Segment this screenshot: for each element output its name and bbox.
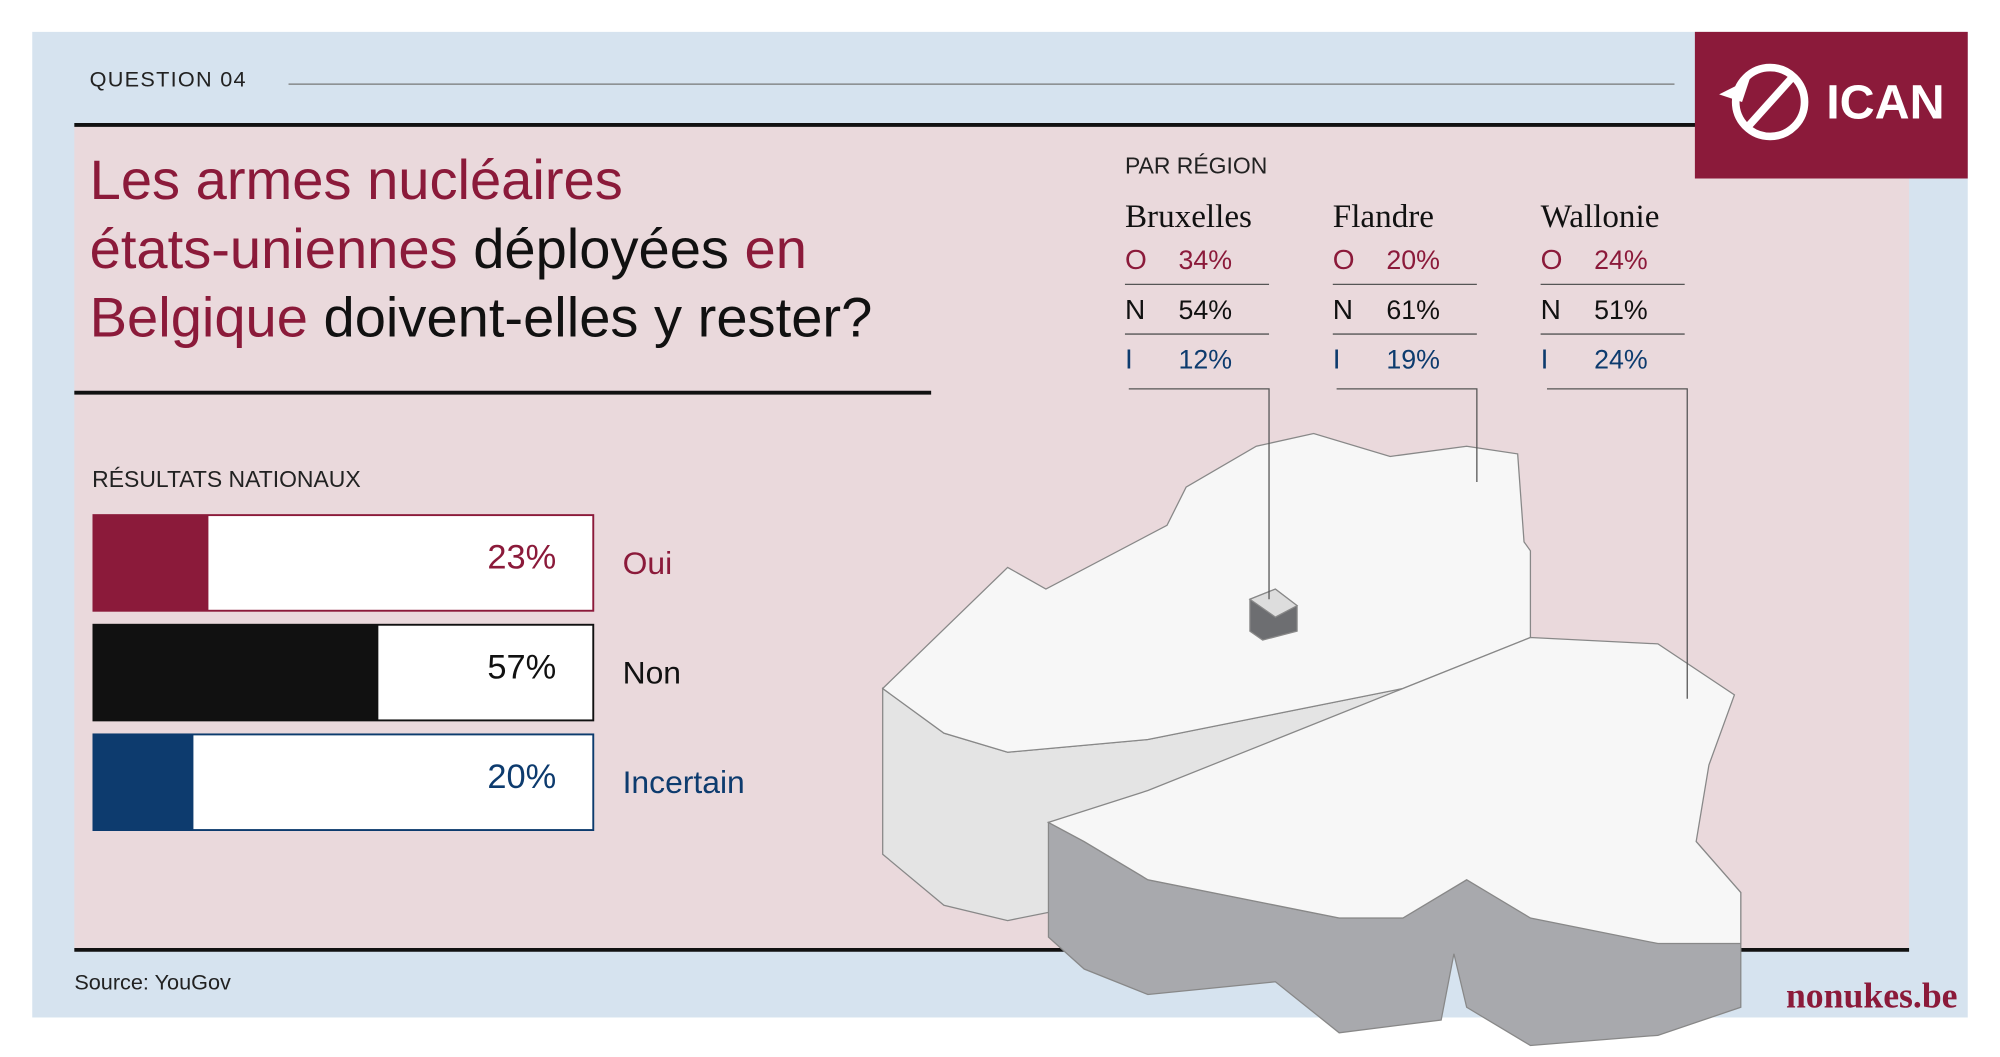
title-segment: états-uniennes (90, 217, 458, 280)
region-value: 20% (1386, 245, 1440, 275)
chart-title: RÉSULTATS NATIONAUX (92, 466, 360, 492)
bar (93, 515, 209, 611)
wallonie (1046, 636, 1742, 945)
title-segment: doivent-elles y rester? (308, 286, 872, 349)
region-code: N (1333, 294, 1353, 325)
map (881, 432, 1742, 1047)
region-code: O (1125, 244, 1147, 275)
region-value: 24% (1594, 245, 1648, 275)
region-code: I (1125, 343, 1133, 374)
website: nonukes.be (1786, 975, 1958, 1015)
region-value: 34% (1179, 245, 1233, 275)
regions: Bruxelles O 34% N 54% I 12% Flandre O 20% N 61% I 19%… (1124, 198, 1685, 374)
value-label: 20% (487, 758, 556, 796)
region-name: Bruxelles (1125, 198, 1252, 235)
region-value: 12% (1179, 344, 1233, 374)
flandre (881, 432, 1532, 753)
region-title: PAR RÉGION (1125, 152, 1267, 178)
region-code: N (1541, 294, 1561, 325)
question-label: QUESTION 04 (90, 67, 247, 92)
bruxelles-top (1248, 588, 1299, 618)
region-code: O (1541, 244, 1563, 275)
title-line: Les armes nucléaires (90, 148, 623, 211)
logo-box (1694, 31, 1968, 179)
value-label: 23% (487, 539, 556, 577)
category-label: Incertain (623, 764, 745, 800)
logo-text: ICAN (1826, 76, 1944, 130)
title-segment: déployées (458, 217, 729, 280)
region-code: I (1333, 343, 1341, 374)
region-code: N (1125, 294, 1145, 325)
title-line: Belgique doivent-elles y rester? (90, 286, 873, 349)
value-label: 57% (487, 648, 556, 686)
region-code: O (1333, 244, 1355, 275)
region-value: 51% (1594, 295, 1648, 325)
title-line: états-uniennes déployées en (90, 217, 807, 280)
region-name: Wallonie (1541, 198, 1660, 235)
source: Source: YouGov (74, 969, 231, 994)
connectors (1128, 388, 1688, 699)
title-segment: Les armes nucléaires (90, 148, 623, 211)
region-value: 54% (1179, 295, 1233, 325)
region-value: 61% (1386, 295, 1440, 325)
category-label: Non (623, 654, 681, 690)
bar-chart: 23% Oui 57% Non 20% Incertain (92, 514, 745, 832)
logo-icon (1719, 63, 1809, 141)
bar (93, 624, 379, 721)
region-name: Flandre (1333, 198, 1434, 235)
region-value: 24% (1594, 344, 1648, 374)
region-code: I (1541, 343, 1549, 374)
category-label: Oui (623, 545, 673, 581)
title-segment: en (729, 217, 807, 280)
title-segment: Belgique (90, 286, 308, 349)
bar (93, 734, 194, 831)
region-value: 19% (1386, 344, 1440, 374)
